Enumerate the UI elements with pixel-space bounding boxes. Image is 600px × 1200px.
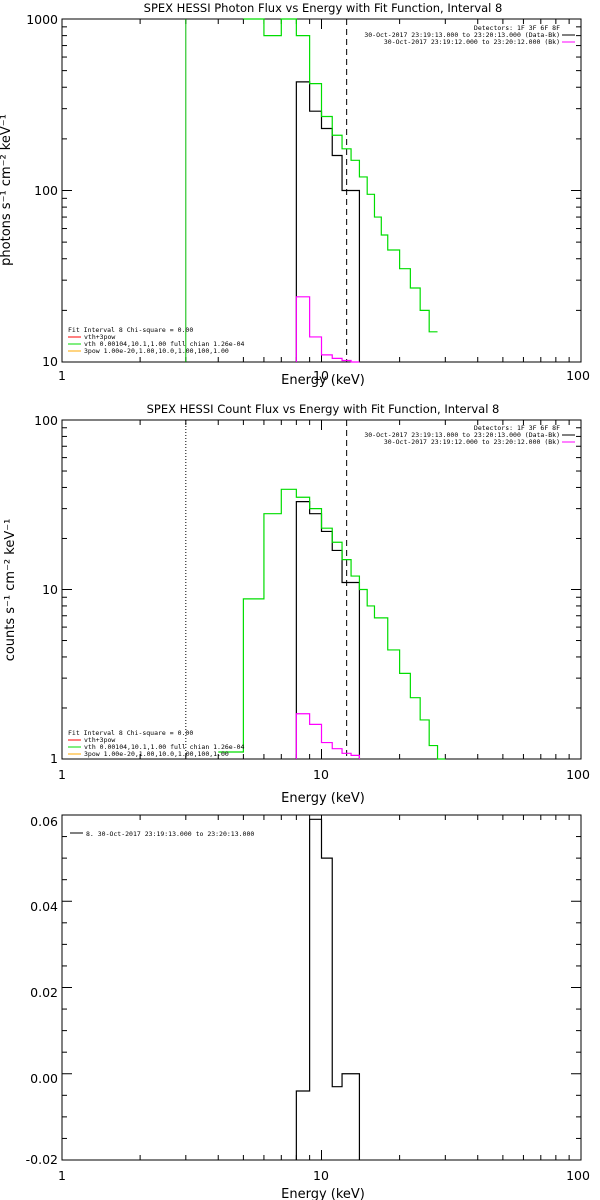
panel3-ytick-0.02: 0.02 xyxy=(30,985,58,1000)
panel1-legend-top: Detectors: 1F 3F 6F 8F 30-Oct-2017 23:19… xyxy=(364,24,575,46)
panel2-legend-vth: vth 0.00104,10.1,1.00 full chian 1.26e-0… xyxy=(84,743,245,751)
panel2-tick-marks xyxy=(61,420,581,759)
panel1-xtick-10: 10 xyxy=(313,368,329,383)
panel1-tick-marks xyxy=(61,19,581,362)
panel2-legend-data: 30-Oct-2017 23:19:13.000 to 23:20:13.000… xyxy=(364,431,560,439)
panel2-legend-detectors: Detectors: 1F 3F 6F 8F xyxy=(474,424,560,432)
panel1-legend-bottom: Fit Interval 8 Chi-square = 0.00 vth+3po… xyxy=(68,326,245,355)
panel2-legend-bottom: Fit Interval 8 Chi-square = 0.00 vth+3po… xyxy=(68,729,245,758)
panel1-xlabel: Energy (keV) xyxy=(281,373,365,388)
panel3-xtick-10: 10 xyxy=(313,1168,329,1183)
panel3-legend-label: 8. 30-Oct-2017 23:19:13.000 to 23:20:13.… xyxy=(86,830,254,838)
panel1-xtick-1: 1 xyxy=(58,368,66,383)
panel2-legend-model: vth+3pow xyxy=(84,736,115,744)
panel3-ytick-0.00: 0.00 xyxy=(30,1071,58,1086)
panel1-xtick-100: 100 xyxy=(566,368,590,383)
series-2-step-line xyxy=(218,488,446,760)
panel1-legend-fit: Fit Interval 8 Chi-square = 0.00 xyxy=(68,326,193,334)
panel3-tick-marks xyxy=(61,814,581,1161)
panel2-xtick-1: 1 xyxy=(58,767,66,782)
series-2-step-line xyxy=(243,18,438,333)
panel1-ytick-100: 100 xyxy=(34,183,58,198)
panel1-ytick-10: 10 xyxy=(42,354,58,369)
panel2-xtick-100: 100 xyxy=(566,767,590,782)
panel2-legend-fit: Fit Interval 8 Chi-square = 0.00 xyxy=(68,729,193,737)
panel1-legend-data: 30-Oct-2017 23:19:13.000 to 23:20:13.000… xyxy=(364,31,560,39)
panel3-xtick-1: 1 xyxy=(58,1168,66,1183)
series-0-step-line xyxy=(295,501,361,759)
panel3-frame xyxy=(61,814,582,1161)
series-1-step-line xyxy=(295,296,360,363)
panel3-series xyxy=(295,818,361,1160)
panel2-frame xyxy=(61,419,582,760)
panel2-reference-lines xyxy=(185,420,348,759)
panel1-series xyxy=(243,18,438,363)
panel3-legend: 8. 30-Oct-2017 23:19:13.000 to 23:20:13.… xyxy=(70,830,254,838)
series-0-step-line xyxy=(295,81,361,362)
panel3-xtick-100: 100 xyxy=(566,1168,590,1183)
panel3-xlabel: Energy (keV) xyxy=(281,1187,365,1200)
panel1-legend-bk: 30-Oct-2017 23:19:12.000 to 23:20:12.000… xyxy=(384,38,560,46)
panel1-legend-vth: vth 0.00104,10.1,1.00 full chian 1.26e-0… xyxy=(84,340,245,348)
residuals-panel: Energy (keV) 0.06 0.04 0.02 0.00 -0.02 1… xyxy=(26,814,590,1200)
panel1-frame xyxy=(61,18,582,363)
panel1-ylabel: photons s⁻¹ cm⁻² keV⁻¹ xyxy=(0,114,14,266)
panel1-ytick-1000: 1000 xyxy=(26,12,58,27)
panel3-ytick-0.06: 0.06 xyxy=(30,814,58,829)
panel2-xtick-10: 10 xyxy=(313,767,329,782)
photon-flux-panel: SPEX HESSI Photon Flux vs Energy with Fi… xyxy=(0,1,590,388)
series-0-step-line xyxy=(295,818,361,1160)
panel1-legend-model: vth+3pow xyxy=(84,333,115,341)
panel1-reference-lines xyxy=(185,19,348,362)
count-flux-panel: SPEX HESSI Count Flux vs Energy with Fit… xyxy=(3,402,590,806)
panel2-legend-bk: 30-Oct-2017 23:19:12.000 to 23:20:12.000… xyxy=(384,438,560,446)
panel2-legend-top: Detectors: 1F 3F 6F 8F 30-Oct-2017 23:19… xyxy=(364,424,575,446)
panel2-ytick-1: 1 xyxy=(50,751,58,766)
panel1-title: SPEX HESSI Photon Flux vs Energy with Fi… xyxy=(144,1,503,15)
panel1-legend-3pow: 3pow 1.00e-20,1.00,10.0,1.00,100,1.00 xyxy=(84,347,229,355)
panel2-ytick-10: 10 xyxy=(42,582,58,597)
panel3-ytick-neg0.02: -0.02 xyxy=(26,1152,58,1167)
panel2-ylabel: counts s⁻¹ cm⁻² keV⁻¹ xyxy=(3,519,18,662)
panel2-title: SPEX HESSI Count Flux vs Energy with Fit… xyxy=(147,402,500,416)
panel3-ytick-0.04: 0.04 xyxy=(30,899,58,914)
panel1-legend-detectors: Detectors: 1F 3F 6F 8F xyxy=(474,24,560,32)
series-1-step-line xyxy=(295,713,361,759)
panel2-series xyxy=(218,488,446,760)
panel2-xlabel: Energy (keV) xyxy=(281,791,365,806)
panel2-ytick-100: 100 xyxy=(34,413,58,428)
panel2-legend-3pow: 3pow 1.00e-20,1.00,10.0,1.00,100,1.00 xyxy=(84,750,229,758)
